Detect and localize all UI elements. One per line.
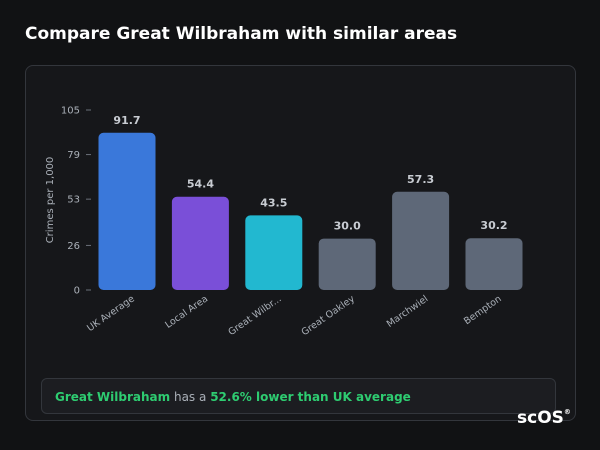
logo-text: scOS	[517, 408, 564, 428]
x-tick-label: Great Oakley	[300, 293, 358, 338]
bar	[98, 132, 156, 290]
y-tick-label: 105	[61, 106, 80, 117]
value-label: 43.5	[260, 196, 287, 209]
x-tick-label: Great Wilbr...	[226, 293, 283, 338]
x-tick-label: UK Average	[85, 293, 137, 334]
y-tick-label: 26	[67, 241, 80, 252]
logo-mark: ®	[563, 408, 571, 416]
x-tick-label: Marchwiel	[385, 293, 431, 329]
value-label: 57.3	[407, 173, 434, 186]
y-tick-label: 53	[67, 195, 80, 206]
x-tick-label: Bempton	[462, 293, 504, 327]
value-label: 30.2	[480, 219, 507, 232]
place: Great Wilbraham	[55, 390, 171, 404]
bar	[171, 196, 229, 290]
logo: scOS®	[517, 408, 571, 428]
summary: Great Wilbraham has a 52.6% lower than U…	[41, 378, 556, 414]
value-label: 30.0	[334, 220, 361, 233]
bar	[392, 191, 450, 290]
value-label: 54.4	[187, 178, 214, 191]
connector: has a	[173, 390, 207, 404]
title: Compare Great Wilbraham with similar are…	[25, 24, 458, 44]
y-tick-label: 79	[67, 150, 80, 161]
y-tick-label: 0	[74, 286, 80, 297]
x-tick-label: Local Area	[163, 293, 210, 330]
comparison: 52.6% lower than UK average	[210, 390, 411, 404]
y-axis-label: Crimes per 1,000	[45, 157, 56, 244]
bar	[465, 238, 523, 290]
value-label: 91.7	[113, 114, 140, 127]
bar	[245, 215, 303, 290]
bar	[318, 238, 376, 290]
